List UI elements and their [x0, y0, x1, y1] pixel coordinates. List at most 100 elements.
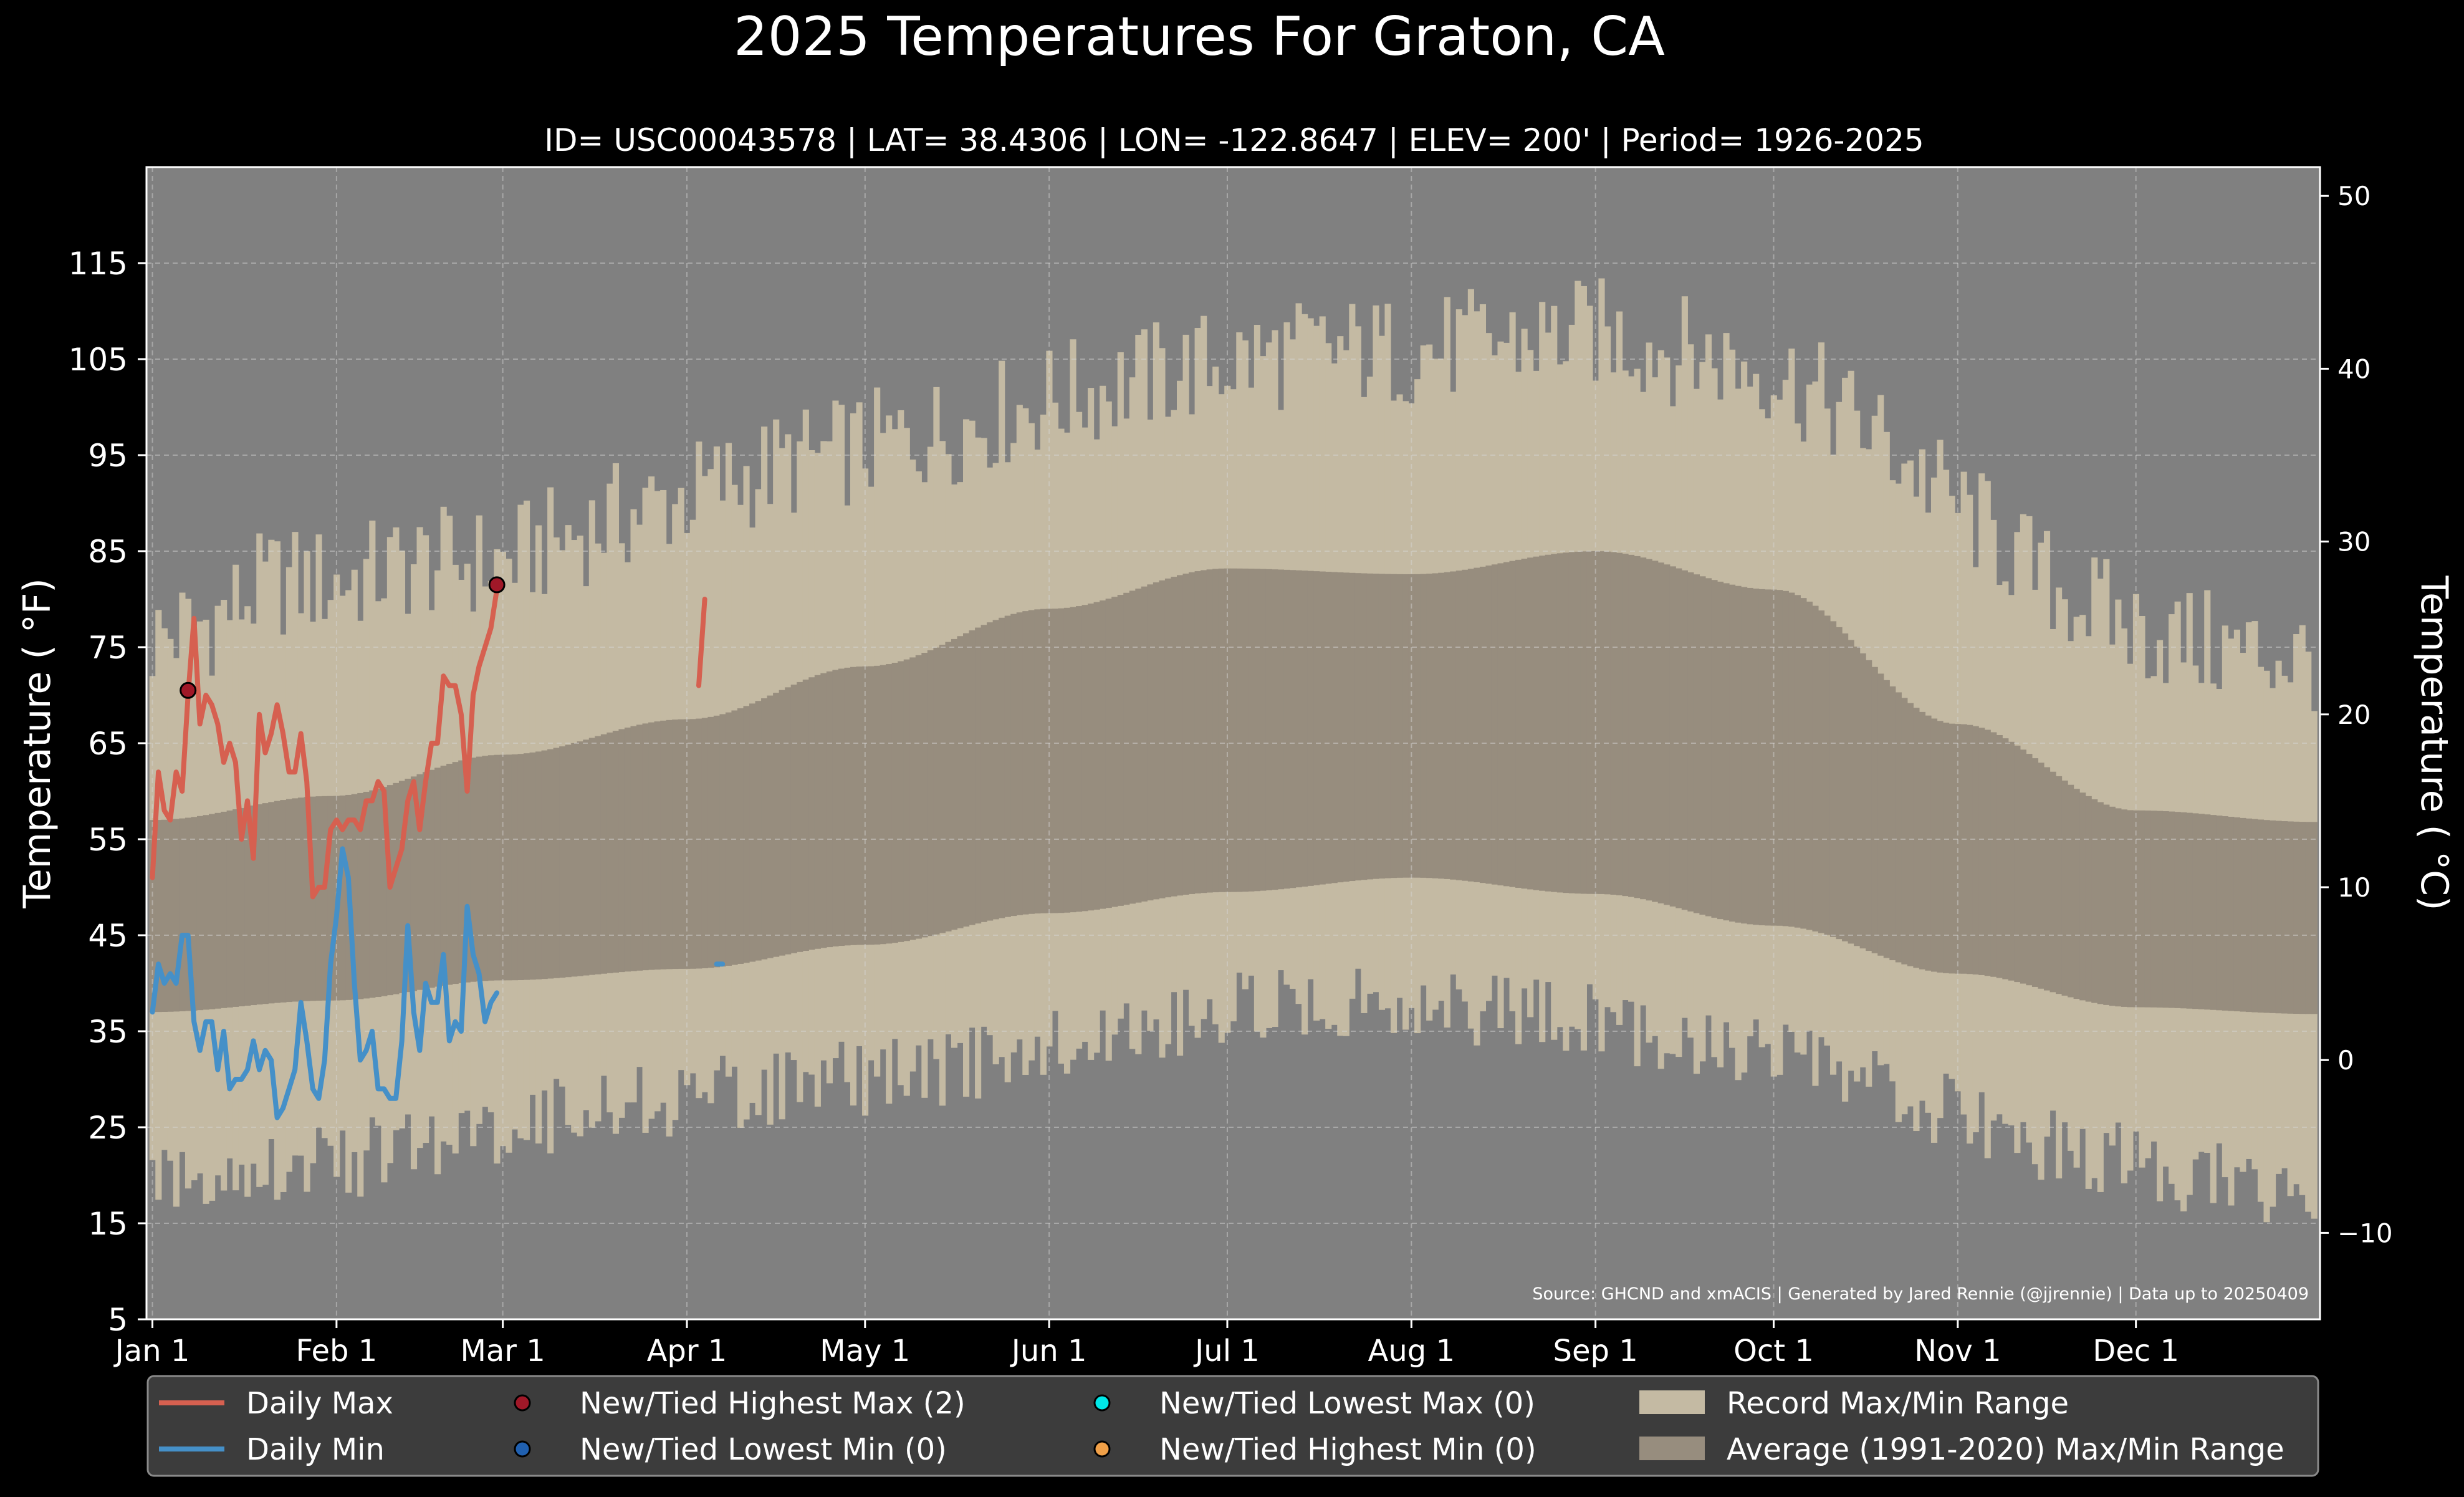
normal-range-bar	[951, 638, 958, 930]
left-tick-label: 55	[88, 822, 128, 858]
normal-range-bar	[1753, 589, 1760, 925]
normal-range-bar	[850, 667, 857, 945]
normal-range-bar	[523, 753, 530, 980]
normal-range-bar	[630, 726, 637, 971]
normal-range-bar	[363, 791, 370, 999]
normal-range-bar	[1236, 568, 1243, 892]
legend-swatch-marker	[514, 1394, 531, 1412]
normal-range-bar	[1290, 570, 1297, 888]
normal-range-bar	[339, 795, 346, 1001]
normal-range-bar	[898, 661, 904, 942]
normal-range-bar	[1687, 572, 1694, 912]
normal-range-bar	[1450, 571, 1457, 880]
normal-range-bar	[238, 807, 245, 1006]
normal-range-bar	[2251, 819, 2258, 1013]
normal-range-bar	[838, 668, 845, 946]
normal-range-bar	[903, 659, 910, 941]
normal-range-bar	[2043, 767, 2051, 991]
normal-range-bar	[1378, 574, 1386, 879]
normal-range-bar	[1580, 551, 1587, 894]
normal-range-bar	[588, 738, 595, 975]
normal-range-bar	[595, 736, 602, 975]
normal-range-bar	[1930, 718, 1938, 972]
normal-range-bar	[203, 815, 209, 1010]
right-tick-label: 0	[2337, 1045, 2354, 1076]
normal-range-bar	[891, 662, 898, 943]
normal-range-bar	[2186, 812, 2193, 1009]
normal-range-bar	[826, 671, 833, 948]
normal-range-bar	[1782, 590, 1789, 927]
normal-range-bar	[1426, 574, 1433, 878]
normal-range-bar	[161, 819, 168, 1012]
normal-range-bar	[731, 710, 738, 965]
normal-range-bar	[2228, 817, 2235, 1011]
normal-range-bar	[1272, 569, 1278, 890]
normal-range-bar	[1913, 708, 1920, 968]
normal-range-bar	[1206, 569, 1213, 893]
normal-range-bar	[1705, 578, 1712, 917]
legend-label: Daily Max	[246, 1386, 393, 1421]
normal-range-bar	[666, 720, 673, 970]
normal-range-bar	[2091, 799, 2098, 1003]
normal-range-bar	[654, 721, 661, 970]
normal-range-bar	[1242, 568, 1249, 892]
normal-range-bar	[1765, 589, 1771, 926]
legend-swatch-marker	[1093, 1440, 1111, 1458]
legend: Daily Max New/Tied Highest Max (2) New/Tie…	[146, 1375, 2319, 1477]
x-tick-label: Sep 1	[1553, 1334, 1638, 1369]
normal-range-bar	[624, 727, 631, 972]
normal-range-bar	[226, 810, 233, 1008]
normal-range-bar	[808, 677, 815, 950]
normal-range-bar	[2305, 822, 2312, 1014]
normal-range-bar	[814, 675, 821, 949]
normal-range-bar	[386, 785, 393, 996]
normal-range-bar	[1794, 595, 1801, 928]
normal-range-bar	[322, 796, 328, 1001]
normal-range-bar	[987, 622, 994, 921]
left-tick-label: 105	[69, 342, 128, 378]
normal-range-bar	[1889, 686, 1896, 961]
normal-range-bar	[678, 719, 684, 969]
normal-range-bar	[256, 804, 263, 1005]
x-tick-label: Mar 1	[460, 1334, 545, 1369]
legend-swatch-marker	[1093, 1394, 1111, 1412]
legend-label: New/Tied Lowest Min (0)	[580, 1432, 947, 1467]
normal-range-bar	[2299, 822, 2306, 1014]
normal-range-bar	[1153, 582, 1160, 900]
normal-range-bar	[933, 647, 940, 935]
left-tick-label: 115	[69, 246, 128, 282]
normal-range-bar	[1343, 572, 1349, 882]
normal-range-bar	[2008, 741, 2015, 981]
normal-range-bar	[618, 729, 625, 973]
normal-range-bar	[1949, 723, 1955, 974]
right-tick-label: 10	[2337, 872, 2371, 903]
legend-swatch-marker	[514, 1440, 531, 1458]
normal-range-bar	[1349, 572, 1356, 882]
normal-range-bar	[2293, 821, 2300, 1014]
normal-range-bar	[423, 772, 429, 989]
normal-range-bar	[1111, 597, 1118, 907]
normal-range-bar	[499, 754, 507, 981]
normal-range-bar	[297, 797, 305, 1001]
normal-range-bar	[2311, 822, 2318, 1014]
normal-range-bar	[886, 664, 893, 944]
normal-range-bar	[1467, 569, 1474, 882]
normal-range-bar	[880, 665, 886, 945]
normal-range-bar	[862, 666, 869, 945]
normal-range-bar	[1265, 569, 1273, 890]
left-tick-label: 5	[108, 1302, 128, 1338]
normal-range-bar	[749, 703, 756, 962]
series-lines	[150, 587, 726, 1120]
normal-range-bar	[1943, 722, 1950, 973]
right-tick-label: −10	[2337, 1218, 2393, 1248]
normal-range-bar	[541, 750, 548, 980]
normal-range-bar	[1699, 576, 1706, 915]
normal-range-bar	[393, 782, 400, 994]
normal-range-bar	[1741, 587, 1748, 924]
x-tick-label: Apr 1	[647, 1334, 727, 1369]
right-axis: −10 0 10 20 30 40 50	[2320, 181, 2393, 1248]
normal-range-bar	[1455, 570, 1462, 880]
normal-range-bar	[1491, 564, 1498, 885]
normal-range-bar	[1063, 607, 1071, 913]
normal-range-bar	[2049, 771, 2056, 993]
